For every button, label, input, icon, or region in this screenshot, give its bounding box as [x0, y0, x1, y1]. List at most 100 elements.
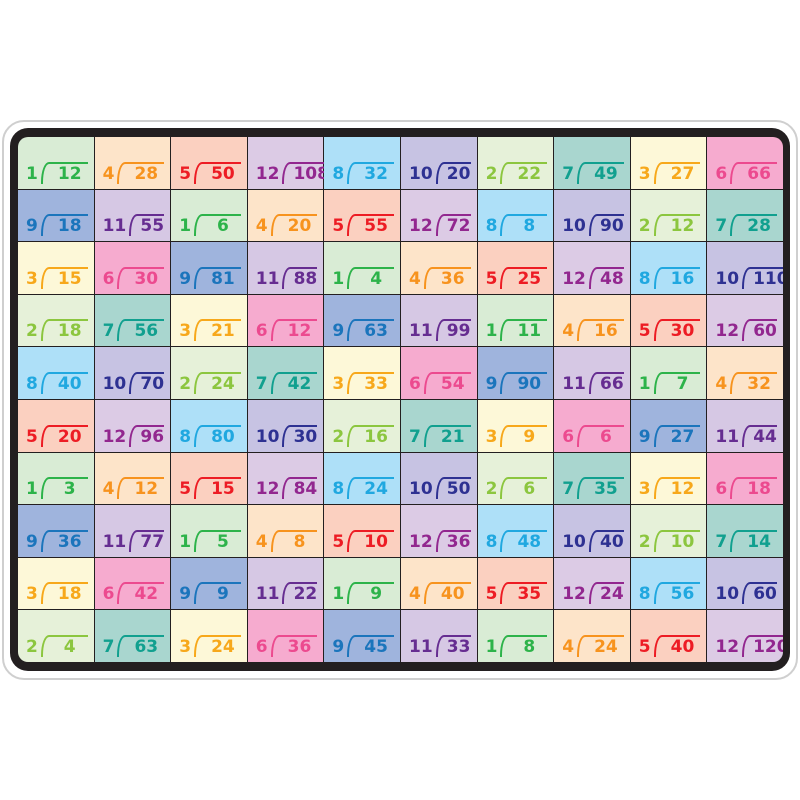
dividend: 6 — [523, 479, 536, 500]
division-bracket: 14 — [730, 529, 777, 552]
divisor: 4 — [255, 216, 268, 237]
division-bracket: 50 — [194, 161, 241, 184]
dividend: 24 — [599, 584, 624, 605]
division-expression: 4 12 — [103, 475, 165, 500]
dividend: 12 — [670, 479, 695, 500]
division-problem-cell: 5 35 — [477, 557, 554, 610]
division-bracket: 90 — [500, 371, 548, 394]
divisor: 2 — [179, 373, 192, 394]
division-expression: 8 16 — [639, 265, 701, 289]
division-expression: 4 16 — [562, 317, 624, 342]
dividend: 50 — [446, 479, 471, 500]
dividend: 36 — [287, 636, 312, 657]
division-expression: 2 10 — [639, 528, 701, 552]
dividend: 12 — [57, 163, 82, 184]
division-problem-cell: 8 32 — [324, 137, 400, 189]
division-problem-cell: 11 44 — [707, 399, 783, 452]
dividend: 81 — [211, 268, 235, 289]
division-expression: 12 96 — [103, 423, 165, 447]
dividend: 54 — [440, 373, 465, 394]
division-problem-cell: 9 27 — [630, 399, 707, 452]
division-bracket: 16 — [347, 424, 394, 447]
dividend: 25 — [517, 268, 542, 289]
dividend: 40 — [57, 373, 82, 394]
divisor: 11 — [255, 268, 280, 289]
division-expression: 5 15 — [179, 475, 241, 500]
dividend: 49 — [594, 163, 618, 184]
dividend: 15 — [211, 479, 235, 500]
divisor: 8 — [332, 163, 345, 184]
division-expression: 3 21 — [179, 317, 241, 342]
division-expression: 1 11 — [486, 317, 548, 342]
dividend: 12 — [670, 216, 695, 237]
division-bracket: 72 — [435, 214, 471, 237]
division-expression: 4 28 — [103, 160, 165, 184]
division-expression: 8 56 — [639, 580, 701, 605]
divisor: 10 — [255, 426, 280, 447]
division-expression: 9 90 — [486, 370, 548, 394]
division-expression: 5 30 — [639, 317, 701, 342]
dividend: 88 — [293, 268, 318, 289]
division-grid: 1 12 12 4 28 5 50 12 108 8 32 10 20 2 22 7 49 3 27 6 66 9 18 11… — [18, 137, 783, 662]
divisor: 12 — [255, 479, 280, 500]
divisor: 4 — [715, 373, 728, 394]
dividend: 72 — [446, 216, 471, 237]
division-expression: 8 80 — [179, 423, 241, 447]
dividend: 108 — [293, 163, 329, 184]
division-expression: 5 10 — [332, 528, 394, 552]
dividend: 40 — [599, 531, 624, 552]
division-problem-cell: 12 120 — [707, 610, 783, 662]
division-problem-cell: 5 15 — [171, 452, 247, 505]
division-bracket: 66 — [588, 371, 624, 394]
divisor: 8 — [485, 531, 498, 552]
divisor: 4 — [255, 531, 268, 552]
dividend: 120 — [753, 636, 783, 657]
dividend: 16 — [670, 268, 695, 289]
division-expression: 10 20 — [409, 160, 471, 184]
division-problem-cell: 7 63 — [94, 610, 171, 662]
division-bracket: 12 12 — [33, 137, 88, 184]
dividend: 6 — [599, 426, 612, 447]
division-bracket: 28 — [117, 161, 165, 184]
division-problem-cell: 12 36 — [400, 505, 477, 557]
division-expression: 7 63 — [103, 633, 165, 657]
division-bracket: 54 — [423, 371, 471, 394]
divisor: 6 — [255, 636, 268, 657]
division-expression: 6 18 — [715, 475, 777, 500]
division-bracket: 22 — [282, 582, 318, 605]
dividend: 36 — [57, 531, 82, 552]
divisor: 11 — [102, 216, 127, 237]
dividend: 90 — [517, 373, 542, 394]
divisor: 2 — [485, 163, 498, 184]
division-bracket: 81 — [194, 266, 241, 289]
division-bracket: 24 — [194, 371, 241, 394]
division-expression: 6 54 — [409, 370, 471, 394]
division-expression: 7 49 — [562, 160, 624, 184]
division-problem-cell: 8 80 — [171, 399, 247, 452]
dividend: 35 — [594, 479, 618, 500]
dividend: 45 — [364, 636, 388, 657]
division-problem-cell: 3 21 — [171, 294, 247, 347]
division-expression: 4 24 — [562, 633, 624, 657]
divisor: 1 — [179, 216, 192, 237]
dividend: 4 — [63, 636, 76, 657]
dividend: 66 — [599, 373, 624, 394]
divisor: 1 — [332, 584, 345, 605]
division-expression: 12 48 — [562, 265, 624, 289]
division-bracket: 6 — [577, 424, 624, 447]
dividend: 7 — [676, 373, 689, 394]
dividend: 8 — [293, 531, 306, 552]
divisor: 12 — [102, 426, 127, 447]
division-problem-cell: 8 16 — [630, 242, 707, 294]
division-expression: 6 12 — [256, 317, 318, 342]
traced-quotient: 12 — [33, 137, 66, 154]
